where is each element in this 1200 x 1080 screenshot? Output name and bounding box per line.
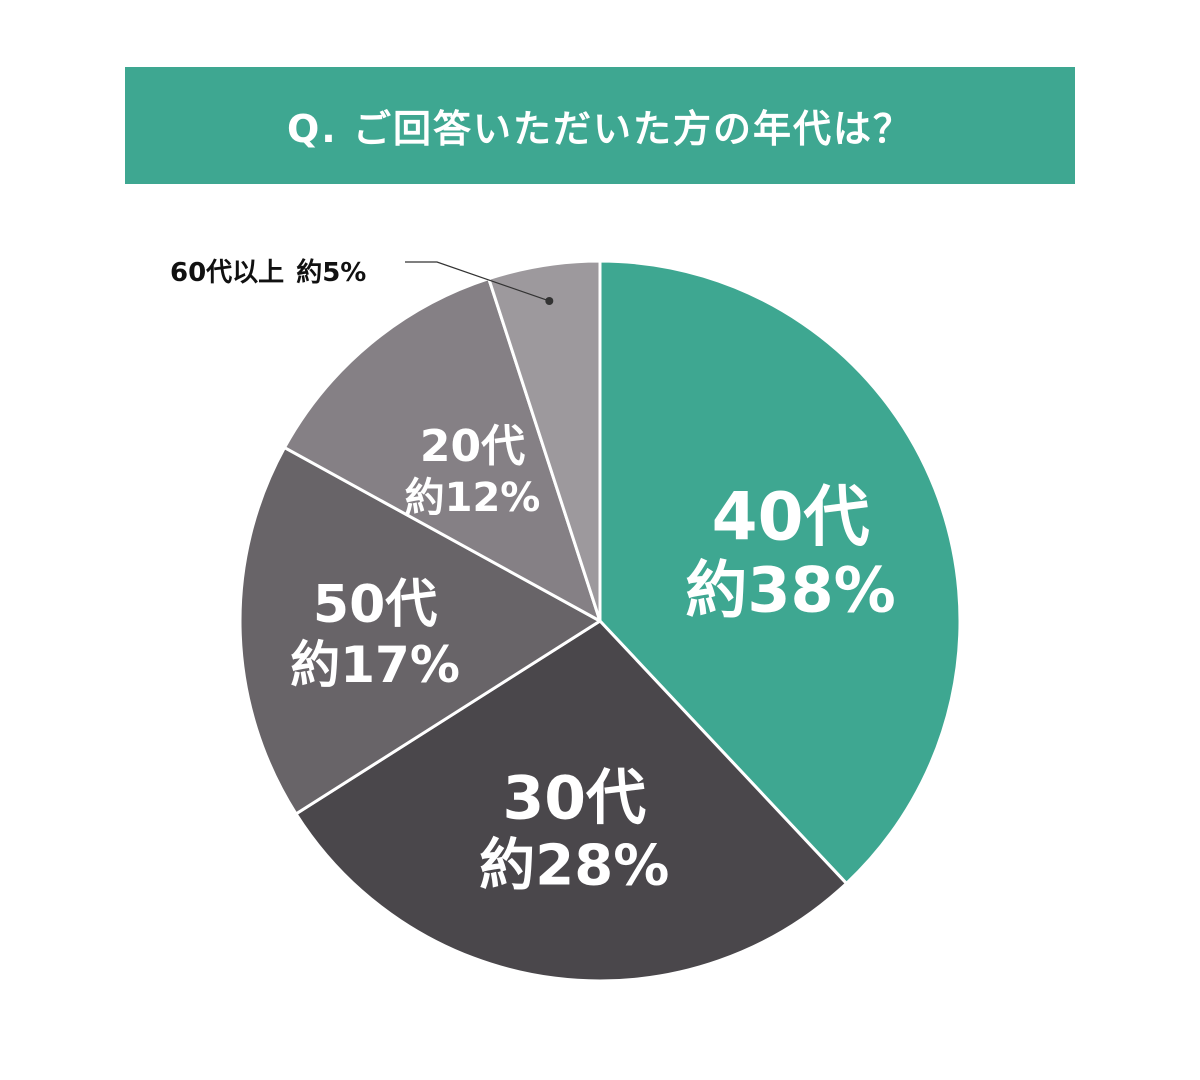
- slice-value-label: 約38%: [685, 554, 895, 627]
- slice-value-label: 約17%: [290, 636, 460, 694]
- slice-category-label: 50代: [313, 575, 437, 635]
- slice-category-label: 30代: [503, 763, 647, 833]
- page-title: Q. ご回答いただいた方の年代は？: [287, 107, 913, 151]
- callout-leader-line: [405, 261, 550, 302]
- slice-value-label: 約28%: [479, 833, 669, 898]
- title-banner: Q. ご回答いただいた方の年代は？: [125, 67, 1075, 184]
- slice-category-label: 40代: [712, 479, 870, 556]
- pie-slice-30: [294, 619, 848, 983]
- pie-slice-50: [238, 446, 602, 816]
- slice-value-label: 約12%: [405, 475, 541, 521]
- slice-callout-label: 60代以上 約5%: [170, 257, 366, 288]
- slice-category-label: 20代: [420, 421, 525, 472]
- pie-slice-60: [487, 259, 602, 623]
- pie-slice-20: [283, 277, 602, 623]
- callout-dot: [545, 296, 554, 305]
- pie-slice-40: [598, 259, 962, 885]
